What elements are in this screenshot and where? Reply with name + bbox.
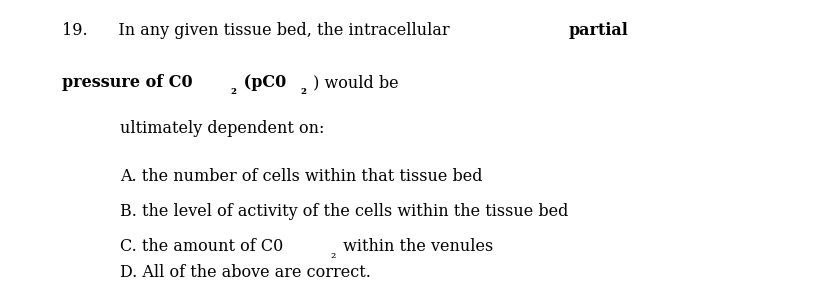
Text: 19.      In any given tissue bed, the intracellular: 19. In any given tissue bed, the intrace…: [62, 22, 454, 39]
Text: ultimately dependent on:: ultimately dependent on:: [120, 120, 324, 137]
Text: B. the level of activity of the cells within the tissue bed: B. the level of activity of the cells wi…: [120, 203, 568, 220]
Text: D. All of the above are correct.: D. All of the above are correct.: [120, 264, 370, 281]
Text: ₂: ₂: [300, 83, 306, 97]
Text: (pC0: (pC0: [238, 74, 286, 91]
Text: partial: partial: [568, 22, 628, 39]
Text: A. the number of cells within that tissue bed: A. the number of cells within that tissu…: [120, 168, 482, 185]
Text: ) would be: ) would be: [308, 74, 399, 91]
Text: within the venules: within the venules: [337, 238, 492, 255]
Text: ₂: ₂: [330, 247, 336, 261]
Text: ₂: ₂: [231, 83, 237, 97]
Text: C. the amount of C0: C. the amount of C0: [120, 238, 283, 255]
Text: pressure of C0: pressure of C0: [62, 74, 193, 91]
